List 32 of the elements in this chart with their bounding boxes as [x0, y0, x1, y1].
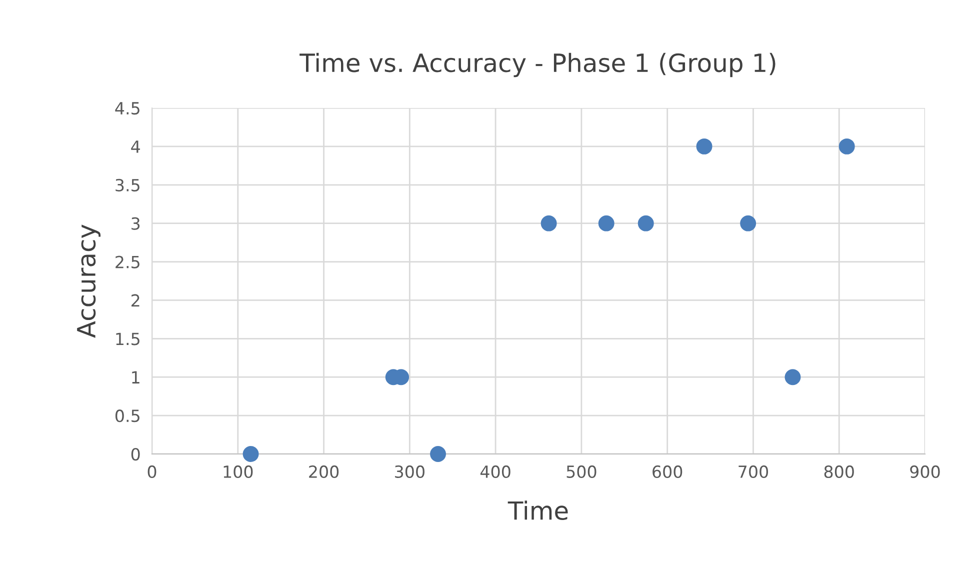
- x-tick-label: 600: [652, 465, 682, 478]
- y-tick-label: 3.5: [116, 178, 140, 192]
- y-tick-label: 1: [132, 371, 140, 384]
- point: [242, 446, 259, 462]
- point: [696, 138, 712, 154]
- x-tick-label: 400: [480, 465, 510, 478]
- x-tick-label: 700: [738, 465, 768, 478]
- point: [638, 215, 654, 232]
- point: [740, 215, 756, 232]
- y-tick-label: 4: [131, 140, 140, 153]
- x-tick-label: 200: [309, 465, 339, 478]
- x-tick-label: 300: [395, 465, 424, 478]
- x-tick-label: 900: [910, 465, 940, 478]
- y-axis-title: Accuracy: [77, 224, 100, 338]
- y-tick-label: 3: [132, 217, 140, 230]
- point: [540, 215, 557, 232]
- chart-title: Time vs. Accuracy - Phase 1 (Group 1): [300, 52, 776, 78]
- x-tick-label: 800: [824, 465, 854, 478]
- point: [598, 215, 614, 232]
- point: [838, 138, 855, 154]
- y-tick-label: 4.5: [115, 102, 140, 115]
- y-tick-label: 2: [132, 294, 140, 307]
- y-tick-label: 0.5: [115, 410, 140, 422]
- y-tick-label: 2.5: [116, 256, 140, 268]
- x-tick-label: 0: [148, 465, 156, 478]
- point: [430, 446, 446, 462]
- x-tick-label: 100: [224, 465, 253, 478]
- y-tick-label: 0: [131, 448, 140, 461]
- point: [784, 369, 801, 386]
- y-tick-label: 1.5: [116, 332, 140, 346]
- x-tick-label: 500: [566, 465, 596, 478]
- x-axis-title: Time: [508, 500, 568, 520]
